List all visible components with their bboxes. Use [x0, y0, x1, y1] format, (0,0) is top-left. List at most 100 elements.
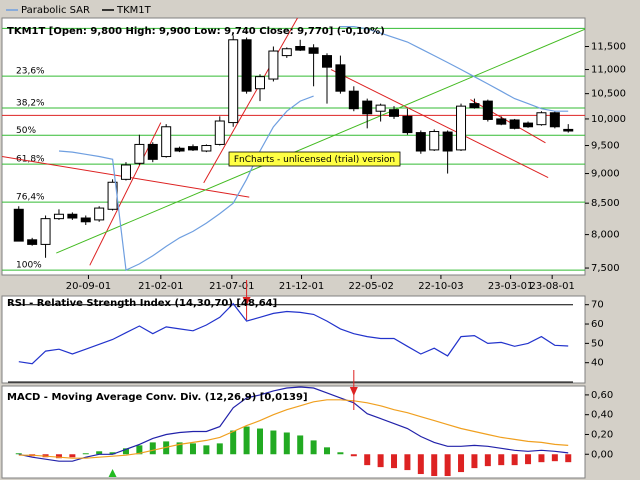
macd-title: MACD - Moving Average Conv. Div. (12,26,… — [7, 392, 308, 403]
histogram-bar — [230, 430, 237, 455]
y-tick-label: 11,000 — [591, 65, 626, 76]
histogram-bar — [511, 454, 518, 466]
histogram-bar — [256, 428, 263, 455]
histogram-bar — [498, 454, 505, 466]
fib-label: 61,8% — [16, 155, 45, 165]
y-tick-label: 10,500 — [591, 89, 626, 100]
macd-plot — [15, 386, 572, 477]
histogram-bar — [189, 443, 196, 455]
histogram-bar — [525, 454, 532, 465]
histogram-bar — [82, 453, 89, 455]
histogram-bar — [565, 454, 572, 463]
fib-label: 76,4% — [16, 193, 45, 203]
candle-body — [389, 109, 400, 117]
histogram-bar — [471, 454, 478, 469]
trend-line — [330, 69, 549, 179]
y-tick-label: 0,60 — [591, 390, 613, 401]
buy-signal — [108, 469, 117, 477]
histogram-bar — [15, 453, 22, 455]
y-tick-label: 7,500 — [591, 263, 620, 274]
histogram-bar — [458, 454, 465, 473]
candle-body — [53, 213, 64, 220]
candle-body — [322, 55, 333, 68]
histogram-bar — [364, 454, 371, 466]
macd-line — [18, 399, 569, 459]
histogram-bar — [176, 442, 183, 455]
legend: Parabolic SAR TKM1T — [6, 5, 152, 16]
candle-body — [228, 39, 239, 124]
y-tick-label: 10,000 — [591, 114, 626, 125]
candle-body — [254, 76, 265, 90]
candle-body — [161, 126, 172, 158]
rsi-line — [18, 302, 569, 365]
sar-line — [58, 95, 314, 271]
candle-body — [281, 48, 292, 57]
x-tick-label: 23-08-01 — [529, 281, 574, 292]
candle-body — [536, 112, 547, 126]
y-tick-label: 11,500 — [591, 41, 626, 52]
histogram-bar — [444, 454, 451, 477]
fib-label: 38,2% — [16, 98, 45, 108]
candle-body — [13, 208, 24, 242]
histogram-bar — [431, 454, 438, 477]
histogram-bar — [350, 454, 357, 457]
annotation: FnCharts - unlicensed (trial) version — [234, 155, 395, 165]
histogram-bar — [310, 440, 317, 455]
histogram-bar — [337, 452, 344, 455]
histogram-bar — [69, 454, 76, 458]
candle-body — [482, 100, 493, 120]
histogram-bar — [109, 452, 116, 455]
histogram-bar — [243, 426, 250, 455]
histogram-bar — [96, 451, 103, 455]
fib-label: 100% — [16, 261, 42, 271]
y-tick-label: 60 — [591, 319, 604, 330]
candle-body — [241, 39, 252, 92]
y-tick-label: 0,00 — [591, 449, 613, 460]
histogram-bar — [417, 454, 424, 475]
legend-label: TKM1T — [116, 5, 152, 16]
x-tick-label: 20-09-01 — [66, 281, 111, 292]
candle-body — [442, 131, 453, 152]
histogram-bar — [55, 454, 62, 459]
candle-body — [187, 146, 198, 151]
trend-line — [56, 28, 585, 254]
candle-body — [201, 145, 212, 152]
candle-body — [335, 64, 346, 92]
candle-body — [563, 128, 574, 132]
x-tick-label: 21-07-01 — [209, 281, 254, 292]
sar-line — [340, 26, 569, 112]
histogram-bar — [297, 435, 304, 455]
price-panel — [1, 17, 586, 276]
candle-body — [456, 105, 467, 151]
rsi-title: RSI - Relative Strength Index (14,30,70)… — [7, 298, 277, 309]
candle-body — [268, 50, 279, 80]
histogram-bar — [377, 454, 384, 468]
histogram-bar — [484, 454, 491, 467]
histogram-bar — [324, 447, 331, 455]
candle-body — [134, 143, 145, 164]
candle-body — [509, 119, 520, 129]
y-tick-label: 0,20 — [591, 429, 613, 440]
histogram-bar — [538, 454, 545, 463]
fib-label: 23,6% — [16, 67, 45, 77]
y-tick-label: 40 — [591, 358, 604, 369]
y-tick-label: 70 — [591, 300, 604, 311]
histogram-bar — [551, 454, 558, 462]
histogram-bar — [391, 454, 398, 469]
macd-line — [18, 386, 569, 462]
y-tick-label: 8,500 — [591, 198, 620, 209]
candle-body — [523, 122, 534, 128]
y-tick-label: 8,000 — [591, 230, 620, 241]
candle-body — [214, 120, 225, 145]
candle-body — [429, 131, 440, 151]
histogram-bar — [122, 448, 129, 455]
y-tick-label: 0,40 — [591, 410, 613, 421]
sell-signal — [242, 297, 251, 306]
candle-body — [375, 104, 386, 112]
fib-label: 50% — [16, 126, 36, 136]
axes: 7,500 8,000 8,500 9,000 9,500 10,000 10,500 11,… — [66, 41, 626, 460]
y-tick-label: 50 — [591, 338, 604, 349]
y-tick-label: 9,500 — [591, 141, 620, 152]
histogram-bar — [270, 430, 277, 455]
